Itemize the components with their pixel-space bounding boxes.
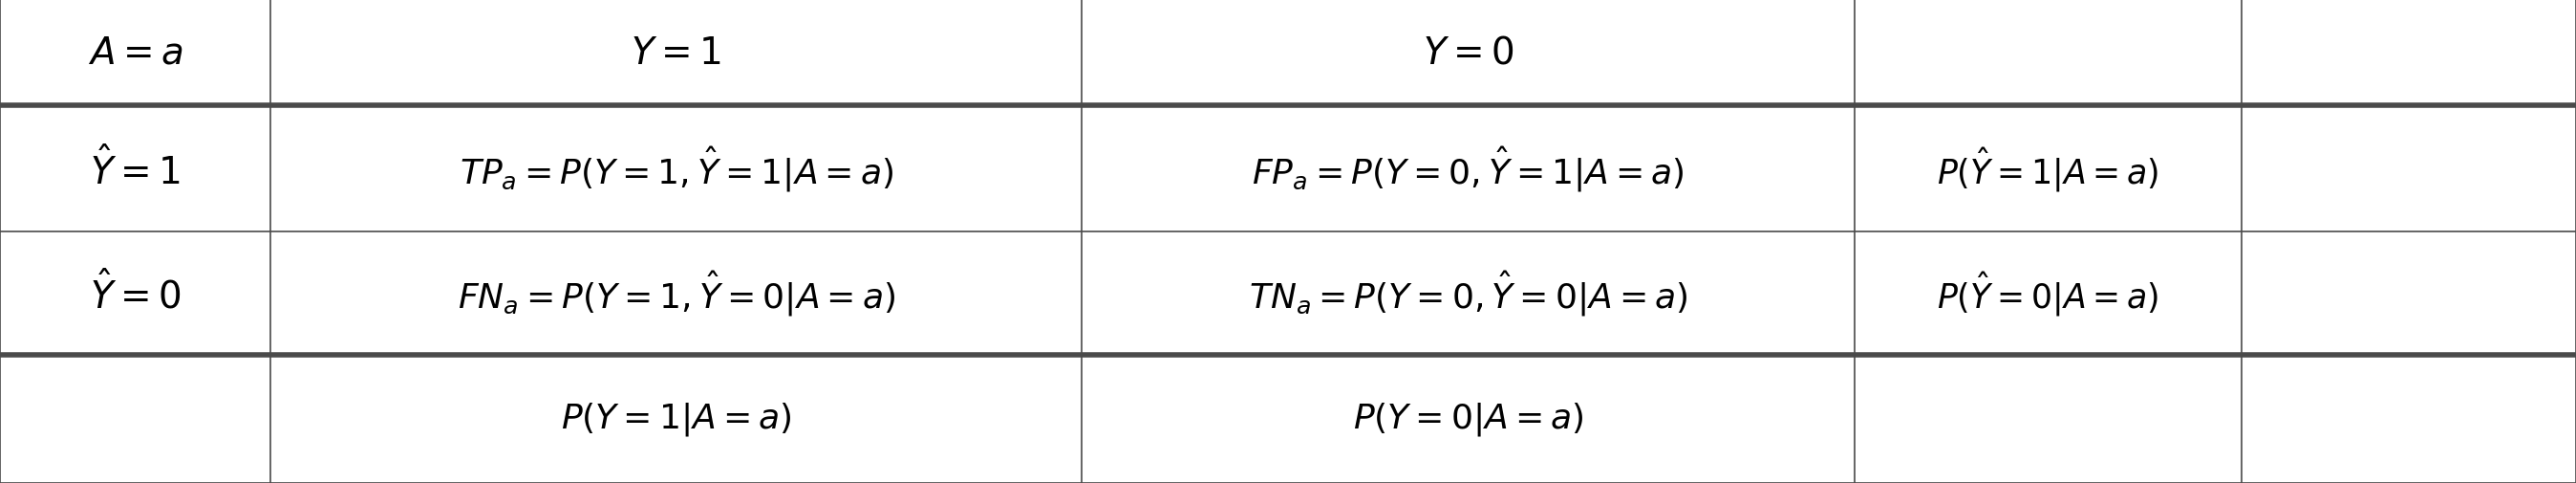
Text: $P(\hat{Y}=0|A=a)$: $P(\hat{Y}=0|A=a)$ (1937, 269, 2159, 318)
Text: $P(Y=0|A=a)$: $P(Y=0|A=a)$ (1352, 400, 1584, 438)
Text: $\hat{Y} = 0$: $\hat{Y} = 0$ (90, 271, 180, 316)
Text: $Y = 0$: $Y = 0$ (1422, 35, 1515, 71)
Text: $Y = 1$: $Y = 1$ (631, 35, 721, 71)
Text: $P(Y=1|A=a)$: $P(Y=1|A=a)$ (562, 400, 791, 438)
Text: $FP_a = P(Y=0,\hat{Y}=1|A=a)$: $FP_a = P(Y=0,\hat{Y}=1|A=a)$ (1252, 145, 1685, 193)
Text: $A = a$: $A = a$ (88, 35, 183, 71)
Text: $P(\hat{Y}=1|A=a)$: $P(\hat{Y}=1|A=a)$ (1937, 145, 2159, 193)
Text: $TN_a = P(Y=0,\hat{Y}=0|A=a)$: $TN_a = P(Y=0,\hat{Y}=0|A=a)$ (1249, 269, 1687, 318)
Text: $TP_a = P(Y=1,\hat{Y}=1|A=a)$: $TP_a = P(Y=1,\hat{Y}=1|A=a)$ (459, 145, 894, 193)
Text: $FN_a = P(Y=1,\hat{Y}=0|A=a)$: $FN_a = P(Y=1,\hat{Y}=0|A=a)$ (459, 269, 894, 318)
Text: $\hat{Y} = 1$: $\hat{Y} = 1$ (90, 147, 180, 191)
